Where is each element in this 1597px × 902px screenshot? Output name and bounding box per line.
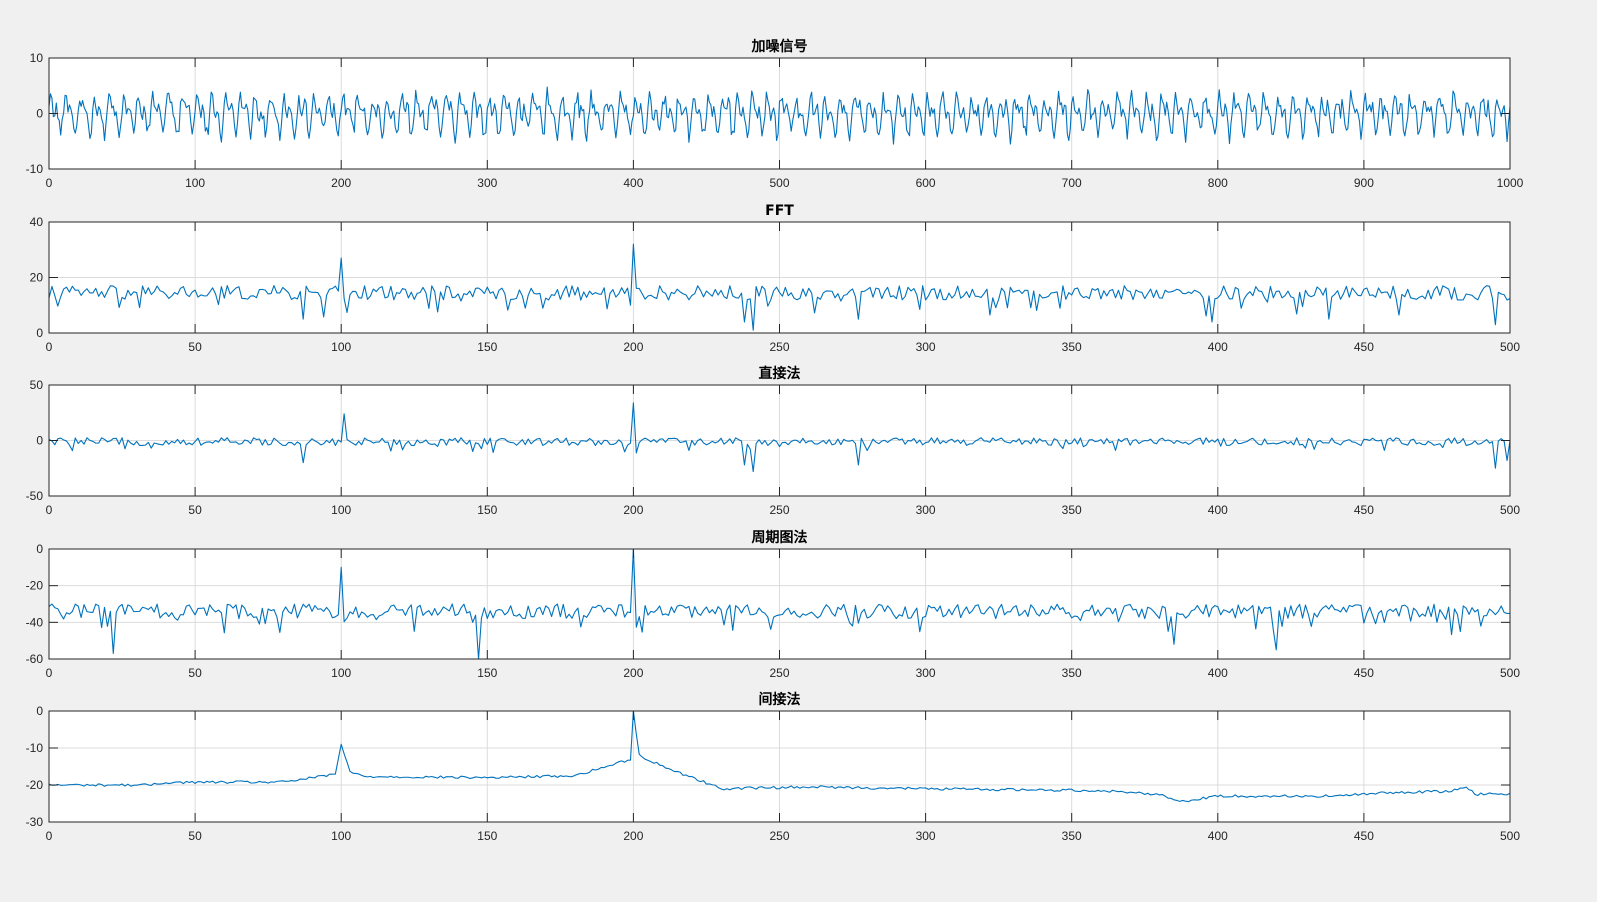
y-tick-label: 0 [36,107,43,121]
x-tick-label: 0 [46,503,53,517]
x-tick-label: 350 [1062,503,1082,517]
y-tick-label: -10 [26,162,44,176]
subplot-title: 周期图法 [752,529,808,546]
x-tick-label: 50 [188,503,202,517]
x-tick-label: 100 [185,176,205,190]
x-tick-label: 400 [1208,666,1228,680]
x-tick-label: 200 [623,503,643,517]
x-tick-label: 500 [1500,340,1520,354]
x-tick-label: 450 [1354,340,1374,354]
x-tick-label: 200 [623,666,643,680]
x-tick-label: 700 [1062,176,1082,190]
subplot-title: 间接法 [759,691,801,708]
y-tick-label: 0 [36,704,43,718]
x-tick-label: 900 [1354,176,1374,190]
x-tick-label: 500 [1500,666,1520,680]
x-tick-label: 200 [623,829,643,843]
x-tick-label: 300 [916,666,936,680]
y-tick-label: 0 [36,434,43,448]
x-tick-label: 250 [769,503,789,517]
x-tick-label: 800 [1208,176,1228,190]
y-tick-label: -60 [26,652,44,666]
x-tick-label: 300 [916,340,936,354]
x-tick-label: 300 [916,503,936,517]
y-tick-label: -20 [26,579,44,593]
x-tick-label: 0 [46,829,53,843]
x-tick-label: 250 [769,340,789,354]
x-tick-label: 0 [46,666,53,680]
y-tick-label: 20 [30,271,44,285]
subplot-title: FFT [765,203,794,219]
x-tick-label: 400 [623,176,643,190]
x-tick-label: 100 [331,666,351,680]
x-tick-label: 0 [46,176,53,190]
subplot-indirect-method: 间接法 0 50 100 150 200 250 300 350 400 450 500 -30 -20… [26,691,1521,843]
series-line [48,402,1511,473]
x-tick-label: 350 [1062,666,1082,680]
series-line [48,548,1510,660]
x-tick-label: 250 [769,666,789,680]
x-tick-label: 400 [1208,340,1228,354]
x-tick-label: 150 [477,829,497,843]
subplot-title: 加噪信号 [751,38,808,55]
x-tick-label: 400 [1208,503,1228,517]
x-tick-label: 100 [331,503,351,517]
x-tick-label: 450 [1354,829,1374,843]
x-tick-label: 350 [1062,340,1082,354]
subplot-periodogram: 周期图法 0 50 100 150 200 250 300 350 400 450 500 -60 -4… [26,529,1521,680]
x-tick-label: 300 [477,176,497,190]
y-tick-label: 50 [30,378,44,392]
x-tick-label: 100 [331,340,351,354]
x-tick-label: 50 [188,340,202,354]
x-tick-label: 450 [1354,503,1374,517]
series-line [48,710,1511,803]
x-tick-label: 350 [1062,829,1082,843]
y-tick-label: 40 [30,215,44,229]
x-tick-label: 500 [769,176,789,190]
x-tick-label: 0 [46,340,53,354]
x-tick-label: 400 [1208,829,1228,843]
y-tick-label: 0 [36,326,43,340]
y-tick-label: 10 [30,51,44,65]
x-tick-label: 150 [477,340,497,354]
x-tick-label: 500 [1500,503,1520,517]
y-tick-label: -10 [26,741,44,755]
x-tick-label: 150 [477,666,497,680]
y-tick-label: -20 [26,778,44,792]
x-tick-label: 100 [331,829,351,843]
x-tick-label: 150 [477,503,497,517]
x-tick-label: 1000 [1497,176,1524,190]
x-tick-label: 200 [331,176,351,190]
x-tick-label: 600 [916,176,936,190]
y-tick-label: -50 [26,489,44,503]
x-tick-label: 450 [1354,666,1374,680]
series-line [48,243,1511,331]
x-tick-label: 250 [769,829,789,843]
y-tick-label: -30 [26,815,44,829]
subplot-fft: FFT 0 50 100 150 200 250 300 350 400 450 500 0 20 40 [30,203,1521,354]
x-tick-label: 500 [1500,829,1520,843]
subplot-title: 直接法 [759,365,801,382]
x-tick-label: 50 [188,666,202,680]
x-tick-label: 300 [916,829,936,843]
y-tick-label: 0 [36,542,43,556]
subplot-noisy-signal: 加噪信号 0 100 200 300 400 500 600 700 800 900 1000-10… [26,38,1524,190]
y-tick-label: -40 [26,615,44,629]
x-tick-label: 200 [623,340,643,354]
x-tick-label: 50 [188,829,202,843]
series-line [48,86,1511,145]
